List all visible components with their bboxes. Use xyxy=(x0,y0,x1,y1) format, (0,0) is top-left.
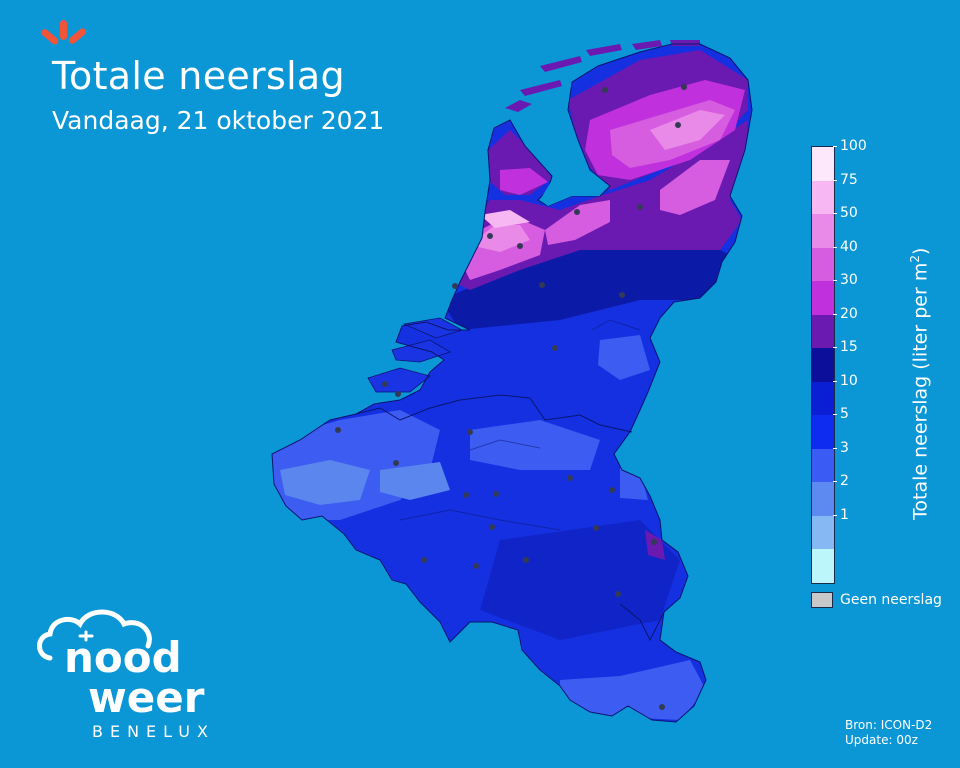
noodweer-logo: nood weer xyxy=(37,609,205,722)
legend-color-segment xyxy=(812,147,834,181)
legend-color-segment xyxy=(812,549,834,583)
legend-color-segment xyxy=(812,314,834,349)
legend-color-segment xyxy=(812,448,834,483)
ijsselmeer xyxy=(540,176,600,206)
city-markers xyxy=(335,84,687,710)
sun-rays-icon xyxy=(41,20,86,45)
legend-tick-label: 1 xyxy=(840,506,849,523)
source-info: Bron: ICON-D2 Update: 00z xyxy=(845,718,932,748)
legend-tick-mark xyxy=(833,246,837,248)
no-precip-swatch xyxy=(811,592,833,608)
legend-color-segment xyxy=(812,381,834,416)
legend-tick-mark xyxy=(833,347,837,349)
legend-tick-label: 20 xyxy=(840,305,858,322)
legend-tick-mark xyxy=(833,213,837,215)
legend-tick-mark xyxy=(833,414,837,416)
legend-tick-mark xyxy=(833,179,837,181)
page-subtitle: Vandaag, 21 oktober 2021 xyxy=(52,106,385,135)
legend-color-segment xyxy=(812,348,834,382)
legend-tick-label: 50 xyxy=(840,205,858,222)
update-text: Update: 00z xyxy=(845,733,918,747)
legend-tick-label: 3 xyxy=(840,439,849,456)
legend-tick-mark xyxy=(833,313,837,315)
legend-tick-label: 100 xyxy=(840,138,867,154)
legend-color-segment xyxy=(812,515,834,550)
page-title: Totale neerslag xyxy=(52,54,345,98)
source-text: Bron: ICON-D2 xyxy=(845,718,933,732)
legend-tick-mark xyxy=(833,146,837,147)
legend-tick-label: 10 xyxy=(840,372,858,389)
legend-tick-mark xyxy=(833,380,837,382)
legend-tick-label: 15 xyxy=(840,339,858,356)
legend-tick-mark xyxy=(833,280,837,282)
legend-color-segment xyxy=(812,482,834,516)
legend-tick-mark xyxy=(833,514,837,516)
legend-tick-label: 40 xyxy=(840,238,858,255)
legend-tick-label: 5 xyxy=(840,406,849,423)
legend-tick-label: 2 xyxy=(840,473,849,490)
legend-tick-mark xyxy=(833,447,837,449)
legend-color-segment xyxy=(812,247,834,282)
logo-tagline: BENELUX xyxy=(92,722,215,741)
legend-tick-label: 30 xyxy=(840,272,858,289)
legend-tick-label: 75 xyxy=(840,171,858,188)
legend-color-segment xyxy=(812,214,834,248)
legend-color-segment xyxy=(812,281,834,315)
logo-line2: weer xyxy=(88,673,205,722)
legend-tick-mark xyxy=(833,481,837,483)
logo-line1: nood xyxy=(64,633,182,682)
legend-color-segment xyxy=(812,180,834,215)
no-precip-label: Geen neerslag xyxy=(840,592,942,608)
legend-color-segment xyxy=(812,415,834,449)
legend-colorbar xyxy=(811,146,835,584)
legend-title: Totale neerslag (liter per m2) xyxy=(908,247,932,520)
